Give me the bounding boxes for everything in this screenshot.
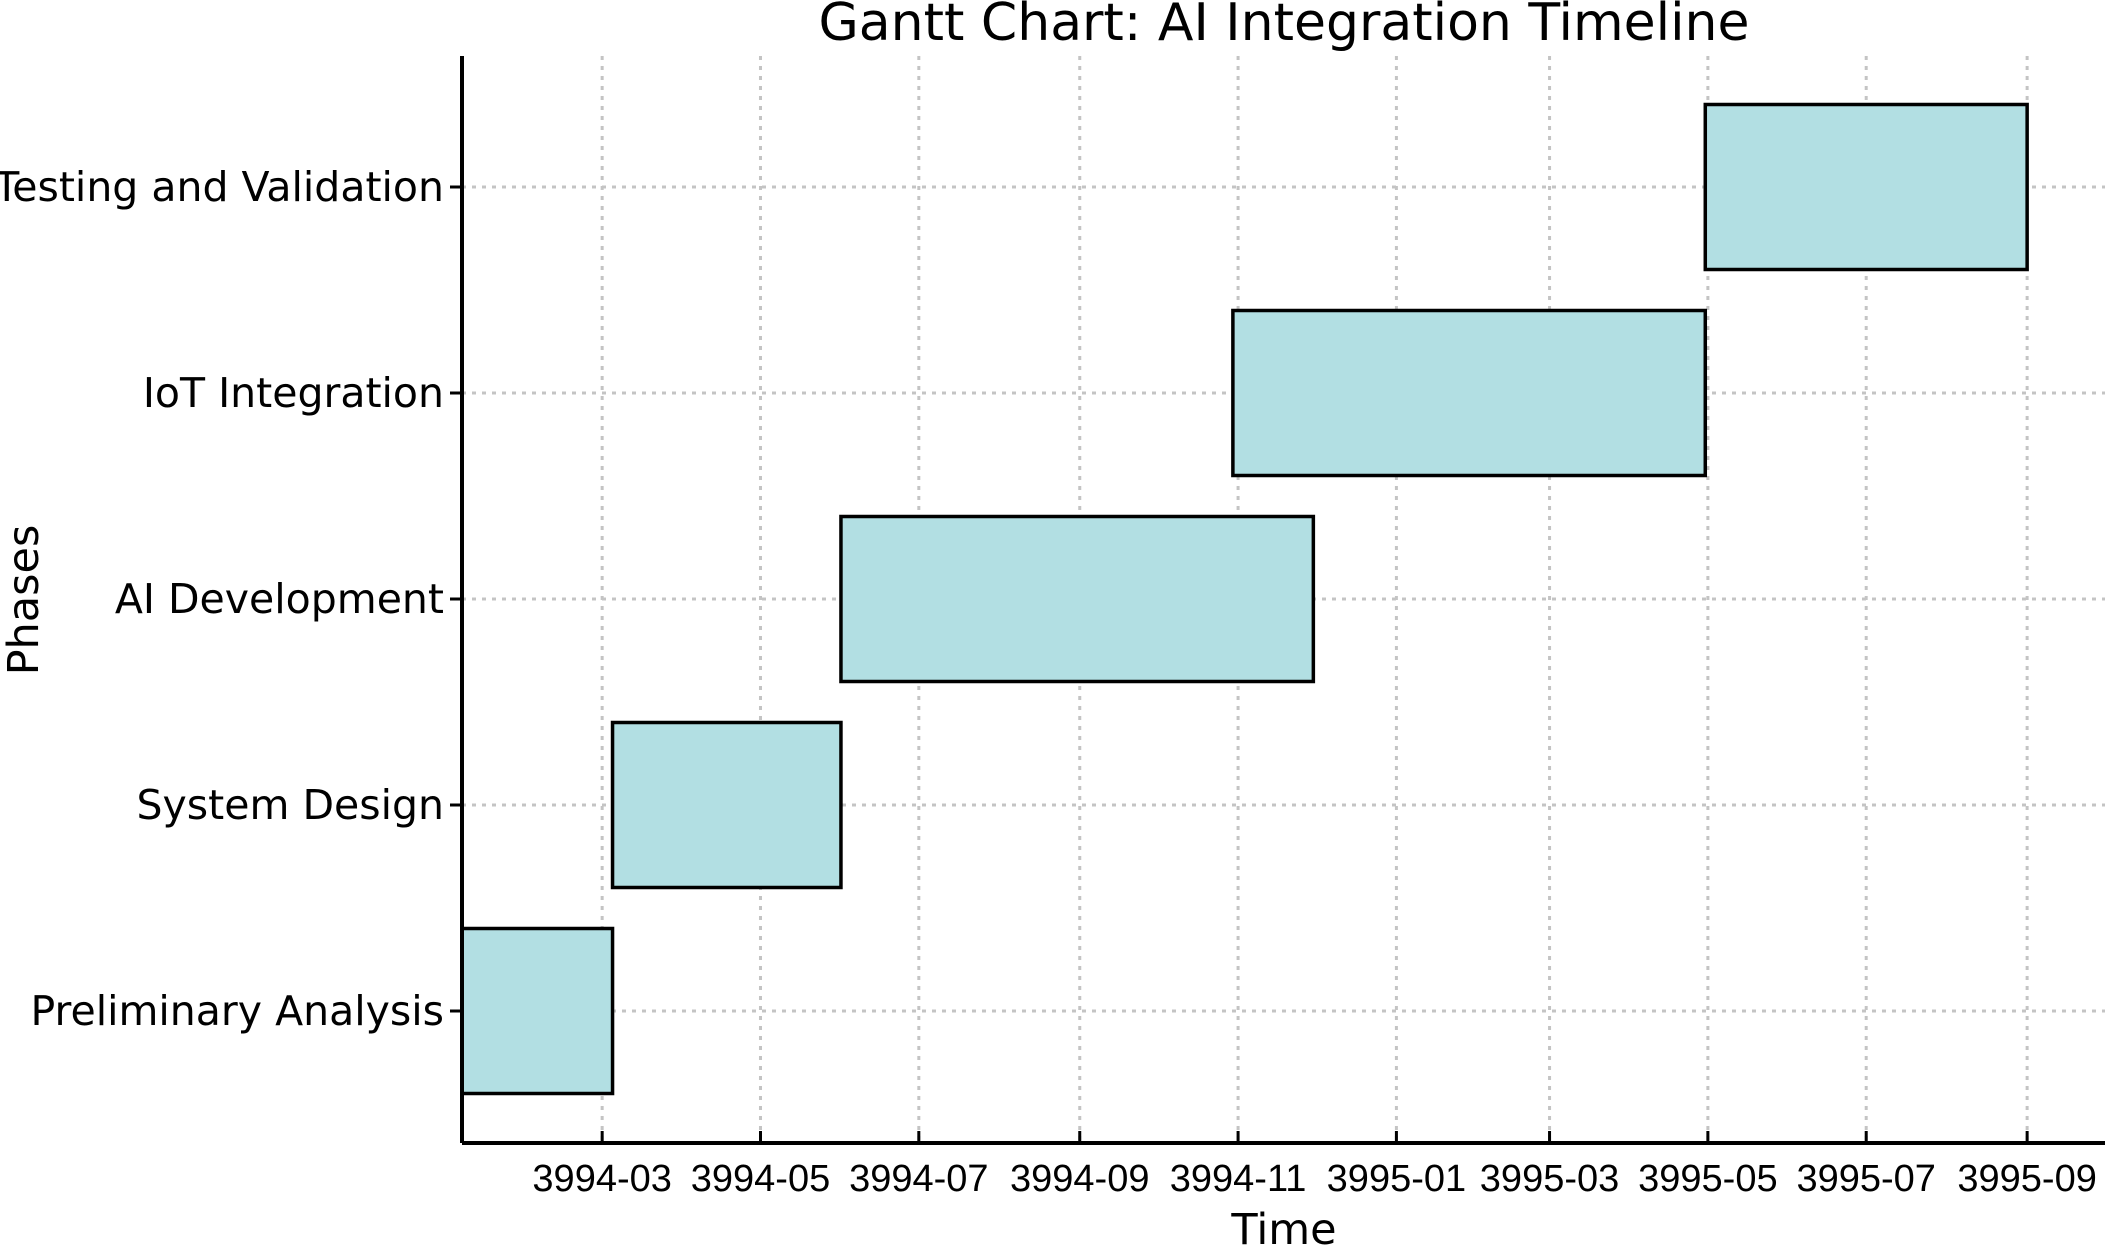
x-tick-label: 3995-01: [1327, 1158, 1466, 1200]
bar-layer: [460, 102, 2029, 1096]
x-tick-label: 3994-07: [849, 1158, 988, 1200]
x-tick-label: 3994-11: [1170, 1158, 1307, 1200]
x-tick-label: 3994-09: [1010, 1158, 1149, 1200]
x-tick-label: 3995-07: [1796, 1158, 1935, 1200]
x-tick-label: 3994-03: [532, 1158, 671, 1200]
gantt-bar: [839, 514, 1316, 684]
x-tick-label: 3994-05: [691, 1158, 830, 1200]
x-axis-label: Time: [1230, 1205, 1336, 1248]
y-tick-label: Preliminary Analysis: [31, 987, 444, 1035]
y-tick-label: System Design: [137, 781, 444, 829]
x-tick-label: 3995-05: [1638, 1158, 1777, 1200]
chart-title: Gantt Chart: AI Integration Timeline: [819, 0, 1750, 53]
y-axis-label: Phases: [0, 525, 49, 676]
x-tick-label: 3995-03: [1480, 1158, 1619, 1200]
gantt-bar: [610, 720, 843, 890]
y-tick-label: AI Development: [115, 575, 444, 623]
gantt-bar: [1231, 308, 1708, 478]
tick-layer: 3994-03 3994-05 3994-07 3994-09 3994-11 3995-…: [0, 163, 2097, 1200]
gantt-bar: [1703, 102, 2029, 272]
y-tick-label: Testing and Validation: [0, 163, 444, 211]
y-tick-label: IoT Integration: [143, 369, 444, 417]
x-tick-label: 3995-09: [1957, 1158, 2096, 1200]
gantt-bar: [460, 926, 615, 1096]
